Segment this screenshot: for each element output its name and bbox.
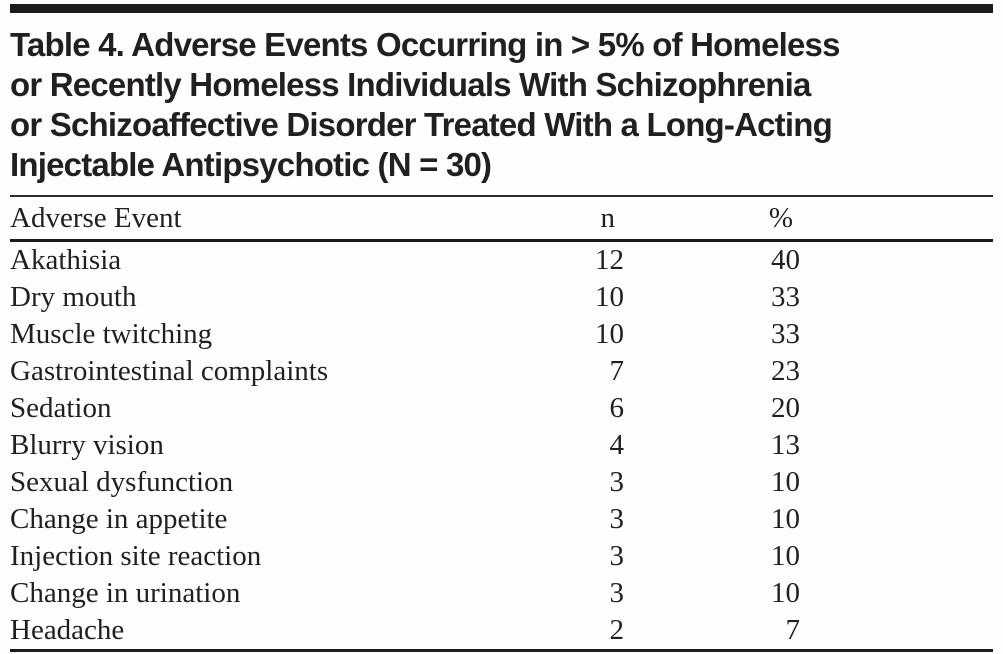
adverse-event-name: Blurry vision [10,429,164,461]
table-header: Adverse Event n % [10,196,993,241]
table-row: Akathisia 12 40 [10,241,993,280]
row-spacer [801,501,993,538]
column-header-n: n [600,201,616,234]
adverse-event-name: Muscle twitching [10,318,213,350]
n-value: 12 [595,244,624,276]
adverse-event-name: Injection site reaction [10,540,262,572]
row-spacer [801,612,993,651]
n-value: 3 [609,466,625,498]
row-spacer [801,390,993,427]
row-spacer [801,241,993,280]
table-row: Injection site reaction 3 10 [10,538,993,575]
percent-value: 10 [771,503,800,535]
percent-value: 33 [771,281,800,313]
table-row: Change in appetite 3 10 [10,501,993,538]
n-value: 10 [595,281,624,313]
table-title: Table 4. Adverse Events Occurring in > 5… [10,25,970,185]
n-value: 4 [609,429,625,461]
row-spacer [801,427,993,464]
adverse-event-name: Dry mouth [10,281,137,313]
top-rule-bar [10,4,993,13]
table-row: Blurry vision 4 13 [10,427,993,464]
table-row: Dry mouth 10 33 [10,279,993,316]
table-row: Change in urination 3 10 [10,575,993,612]
row-spacer [801,464,993,501]
adverse-event-name: Gastrointestinal complaints [10,355,329,387]
percent-value: 10 [771,466,800,498]
percent-value: 40 [771,244,800,276]
n-value: 3 [609,540,625,572]
n-value: 7 [609,355,625,387]
column-header-adverse-event: Adverse Event [10,201,182,234]
table-row: Sedation 6 20 [10,390,993,427]
table-header-row: Adverse Event n % [10,196,993,241]
n-value: 3 [609,577,625,609]
n-value: 6 [609,392,625,424]
table-row: Muscle twitching 10 33 [10,316,993,353]
table-title-line: Table 4. Adverse Events Occurring in > 5… [10,26,840,63]
percent-value: 13 [771,429,800,461]
table-title-line: or Recently Homeless Individuals With Sc… [10,66,811,103]
adverse-event-name: Sexual dysfunction [10,466,234,498]
adverse-event-name: Akathisia [10,244,122,276]
adverse-event-name: Change in appetite [10,503,228,535]
adverse-event-name: Sedation [10,392,112,424]
n-value: 3 [609,503,625,535]
percent-value: 10 [771,577,800,609]
column-header-spacer [801,196,993,241]
table-title-line: Injectable Antipsychotic (N = 30) [10,146,492,183]
percent-value: 20 [771,392,800,424]
percent-value: 33 [771,318,800,350]
percent-value: 23 [771,355,800,387]
table-title-line: or Schizoaffective Disorder Treated With… [10,106,833,143]
n-value: 10 [595,318,624,350]
n-value: 2 [609,614,625,646]
row-spacer [801,353,993,390]
table-row: Sexual dysfunction 3 10 [10,464,993,501]
adverse-event-name: Headache [10,614,125,646]
percent-value: 7 [785,614,801,646]
row-spacer [801,279,993,316]
row-spacer [801,575,993,612]
adverse-events-table: Adverse Event n % Akathisia 12 40 Dry mo… [10,195,993,652]
table-body: Akathisia 12 40 Dry mouth 10 33 Muscle t… [10,241,993,651]
column-header-percent: % [768,201,793,234]
row-spacer [801,316,993,353]
percent-value: 10 [771,540,800,572]
table-row: Headache 2 7 [10,612,993,651]
adverse-event-name: Change in urination [10,577,241,609]
row-spacer [801,538,993,575]
table-row: Gastrointestinal complaints 7 23 [10,353,993,390]
